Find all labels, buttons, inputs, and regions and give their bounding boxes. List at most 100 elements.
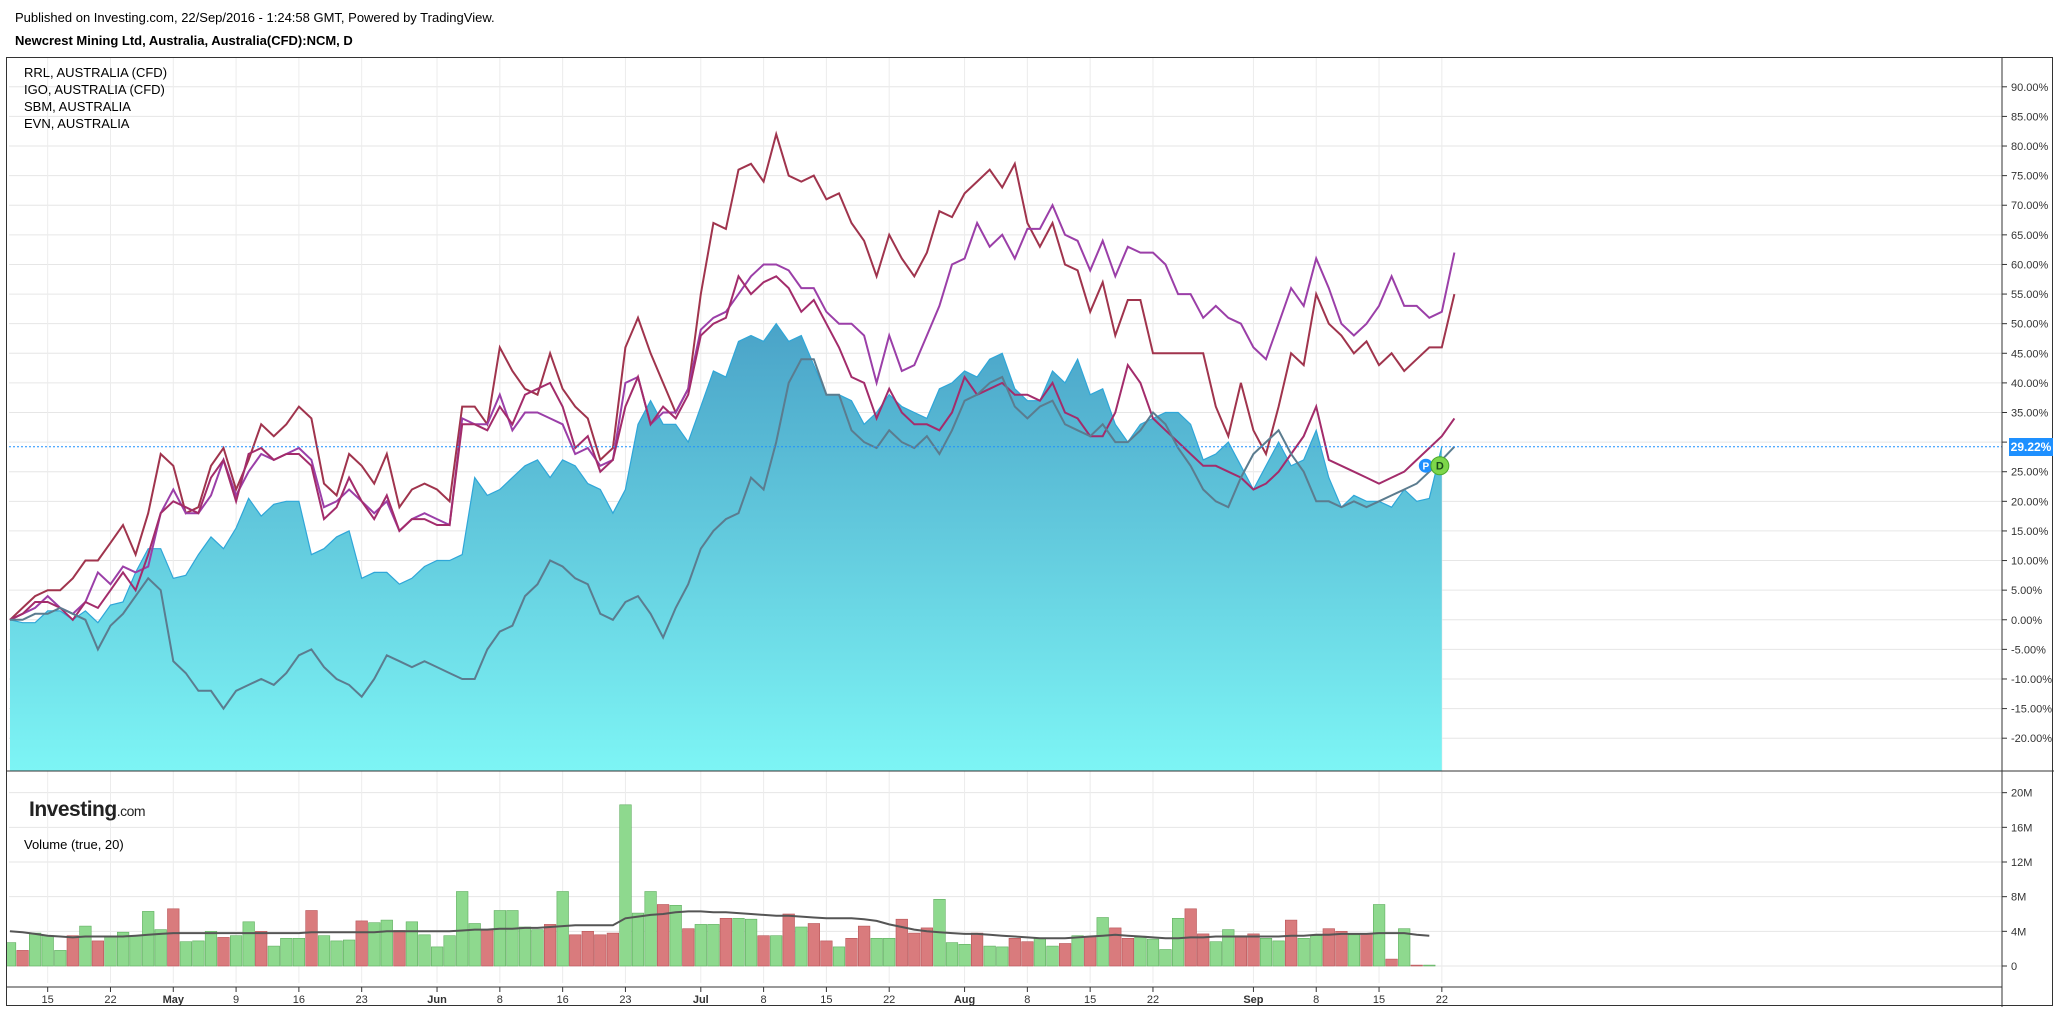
published-info: Published on Investing.com, 22/Sep/2016 … <box>15 10 495 25</box>
volume-bar <box>1197 933 1210 967</box>
ncm-line <box>9 322 1443 624</box>
volume-bar <box>66 935 79 967</box>
volume-bar <box>707 924 720 967</box>
volume-bar <box>518 926 532 967</box>
y-tick-label: 75.00% <box>2011 171 2049 183</box>
volume-bar <box>493 910 507 967</box>
volume-bar <box>154 929 167 967</box>
volume-bar <box>895 918 908 967</box>
sbm-line <box>9 274 1456 622</box>
volume-bar <box>380 919 393 967</box>
volume-bar <box>79 925 92 967</box>
y-tick-label: 20.00% <box>2011 496 2049 508</box>
y-tick-label: 25.00% <box>2011 467 2049 479</box>
volume-bar <box>1234 935 1247 967</box>
volume-bar <box>1398 928 1411 967</box>
volume-bar <box>129 935 142 967</box>
volume-bar <box>1385 958 1398 967</box>
x-tick-label: Jul <box>693 994 709 1006</box>
x-tick-label: Sep <box>1243 994 1263 1006</box>
volume-bar <box>418 934 431 967</box>
volume-bar <box>1272 940 1285 967</box>
y-tick-label: 60.00% <box>2011 259 2049 271</box>
volume-tick-label: 20M <box>2011 788 2032 800</box>
x-tick-label: 8 <box>1024 994 1030 1006</box>
y-tick-label: 15.00% <box>2011 526 2049 538</box>
volume-bar <box>1410 964 1423 967</box>
volume-bar <box>1172 917 1185 967</box>
volume-bar <box>54 950 67 967</box>
volume-bar <box>16 950 29 967</box>
y-tick-label: 50.00% <box>2011 319 2049 331</box>
volume-tick-label: 4M <box>2011 926 2026 938</box>
p-marker-label: P <box>1423 462 1430 473</box>
volume-bar <box>958 943 971 967</box>
volume-bar <box>217 937 230 967</box>
volume-bar <box>795 926 808 967</box>
volume-bar <box>883 937 896 967</box>
volume-bar <box>669 904 682 967</box>
volume-bar <box>1335 930 1348 967</box>
volume-bar <box>857 925 871 967</box>
volume-bar <box>1159 949 1172 967</box>
volume-bar <box>1071 935 1084 967</box>
volume-bar <box>606 932 619 967</box>
volume-bar <box>142 911 155 967</box>
x-tick-label: 15 <box>820 994 832 1006</box>
volume-bar <box>1059 943 1072 967</box>
x-tick-label: 8 <box>497 994 503 1006</box>
volume-ma-line <box>9 910 1430 940</box>
volume-bar <box>204 930 218 967</box>
volume-bar <box>782 913 795 967</box>
x-tick-label: 22 <box>1436 994 1448 1006</box>
y-tick-label: 85.00% <box>2011 111 2049 123</box>
volume-bar <box>1423 964 1436 967</box>
volume-bar <box>342 939 356 967</box>
volume-bar <box>1084 936 1097 967</box>
volume-bar <box>443 935 456 967</box>
volume-bar <box>393 930 406 967</box>
x-tick-label: 16 <box>557 994 569 1006</box>
volume-bar <box>179 941 193 967</box>
y-tick-label: 5.00% <box>2011 585 2042 597</box>
volume-bar <box>1134 937 1147 967</box>
volume-bar <box>983 945 996 967</box>
investing-logo: Investing.com <box>29 798 146 822</box>
volume-bar <box>1285 919 1298 967</box>
volume-bar <box>1096 917 1109 967</box>
volume-bar <box>945 942 959 967</box>
x-tick-label: 22 <box>883 994 895 1006</box>
volume-bar <box>167 908 180 967</box>
volume-tick-label: 8M <box>2011 892 2026 904</box>
volume-bar <box>481 929 494 967</box>
volume-bar <box>656 904 670 967</box>
legend-evn[interactable]: EVN, AUSTRALIA <box>24 116 130 131</box>
volume-bar <box>1109 927 1122 967</box>
y-tick-label: 35.00% <box>2011 408 2049 420</box>
volume-bar <box>908 932 921 967</box>
volume-bar <box>569 934 582 967</box>
volume-bar <box>255 930 268 967</box>
volume-bar <box>292 937 306 967</box>
volume-bar <box>104 936 117 967</box>
p-marker <box>1418 458 1433 473</box>
volume-bar <box>1121 937 1134 967</box>
volume-bar <box>1008 937 1021 967</box>
legend-rrl[interactable]: RRL, AUSTRALIA (CFD) <box>24 65 168 80</box>
legend-igo[interactable]: IGO, AUSTRALIA (CFD) <box>24 82 165 97</box>
y-tick-label: 40.00% <box>2011 378 2049 390</box>
y-tick-label: 80.00% <box>2011 141 2049 153</box>
x-tick-label: 9 <box>233 994 239 1006</box>
axes: 90.00%85.00%80.00%75.00%70.00%65.00%60.0… <box>7 58 2054 1007</box>
legend-sbm[interactable]: SBM, AUSTRALIA <box>24 99 131 114</box>
volume-bar <box>996 946 1009 967</box>
volume-bar <box>682 928 695 967</box>
y-tick-label: 90.00% <box>2011 82 2049 94</box>
y-tick-label: 55.00% <box>2011 289 2049 301</box>
volume-bar <box>242 921 255 967</box>
volume-bar <box>870 937 883 967</box>
volume-bar <box>594 934 607 967</box>
y-tick-label: -15.00% <box>2011 704 2052 716</box>
